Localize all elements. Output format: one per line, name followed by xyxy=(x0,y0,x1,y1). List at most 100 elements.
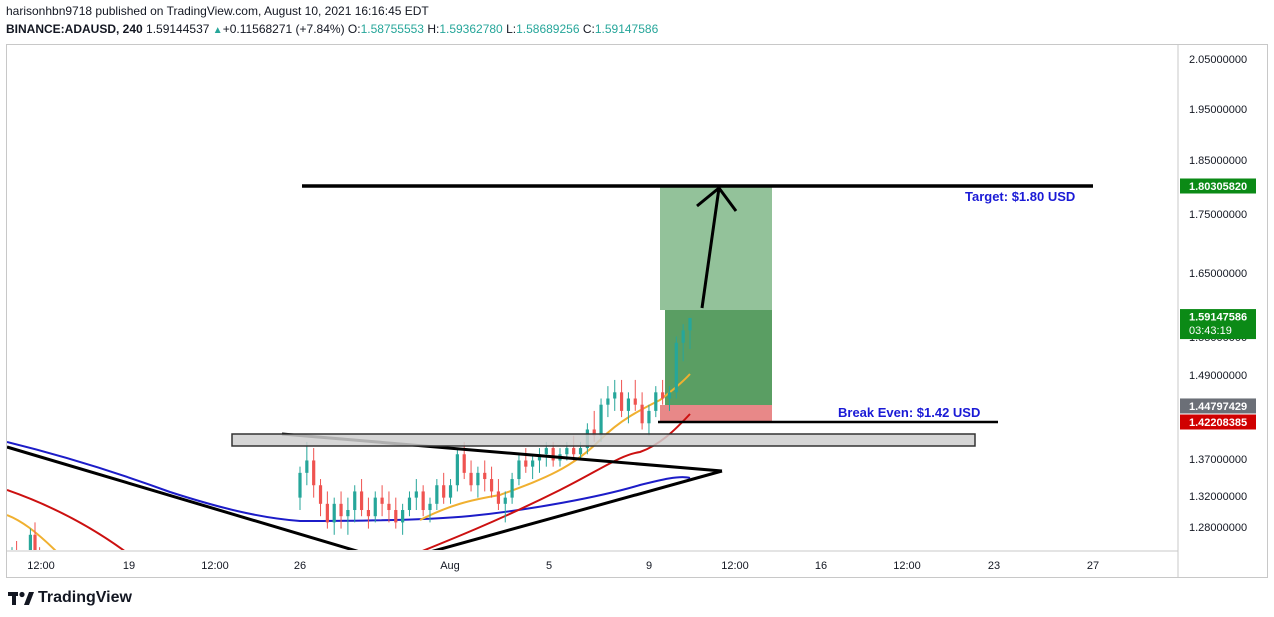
candle[interactable] xyxy=(401,503,405,535)
candle[interactable] xyxy=(339,491,343,529)
price-change: +0.11568271 (+7.84%) xyxy=(222,22,345,36)
candle-body xyxy=(599,404,603,436)
ma-short-line xyxy=(419,373,691,521)
candle[interactable] xyxy=(318,479,323,517)
candle[interactable] xyxy=(305,441,309,486)
candle[interactable] xyxy=(688,317,692,349)
candle[interactable] xyxy=(421,485,425,517)
time-axis-label: 12:00 xyxy=(27,560,55,572)
candle[interactable] xyxy=(387,491,391,523)
candle[interactable] xyxy=(448,479,453,504)
price-axis[interactable]: 2.05000000 1.95000000 1.85000000 1.75000000… xyxy=(1189,54,1247,534)
support-zone[interactable] xyxy=(231,433,976,447)
candle-body xyxy=(510,479,514,498)
candle[interactable] xyxy=(455,448,459,492)
candle[interactable] xyxy=(332,497,336,535)
candle-body xyxy=(476,472,480,486)
candle-body xyxy=(537,454,542,461)
descending-trendline[interactable] xyxy=(7,445,360,552)
candle[interactable] xyxy=(435,479,439,511)
price-tag-value: 1.44797429 xyxy=(1189,401,1247,413)
candle[interactable] xyxy=(510,472,514,504)
candle[interactable] xyxy=(524,448,528,473)
candle[interactable] xyxy=(681,324,685,362)
candle-body xyxy=(421,491,425,511)
time-axis-label: 19 xyxy=(123,560,135,572)
candle-body xyxy=(633,398,637,405)
candle[interactable] xyxy=(325,491,329,529)
candle[interactable] xyxy=(346,497,350,535)
candle-body xyxy=(414,491,418,498)
candle[interactable] xyxy=(442,472,446,504)
candle-body xyxy=(626,398,631,411)
price-axis-label: 1.49000000 xyxy=(1189,370,1247,382)
candle[interactable] xyxy=(469,460,473,492)
candle[interactable] xyxy=(359,479,364,517)
candle[interactable] xyxy=(298,466,302,511)
target-annotation: Target: $1.80 USD xyxy=(965,189,1075,204)
candle[interactable] xyxy=(15,540,18,572)
candle[interactable] xyxy=(380,485,384,517)
projection-arrow-shaft[interactable] xyxy=(700,187,721,309)
price-tag-bg xyxy=(1180,309,1256,340)
candle[interactable] xyxy=(537,448,542,473)
candlestick-series[interactable] xyxy=(10,317,692,591)
candle[interactable] xyxy=(428,497,432,523)
candle[interactable] xyxy=(619,379,624,418)
candle[interactable] xyxy=(647,404,651,436)
candle[interactable] xyxy=(503,491,507,523)
ma-short-line-left xyxy=(7,514,57,550)
candle-body xyxy=(496,491,501,504)
candle[interactable] xyxy=(633,379,637,411)
candle[interactable] xyxy=(667,386,672,411)
candle[interactable] xyxy=(606,386,610,418)
candle[interactable] xyxy=(496,479,501,511)
candle-body xyxy=(681,330,685,343)
candle[interactable] xyxy=(476,466,480,498)
candle[interactable] xyxy=(407,491,412,517)
candle-body xyxy=(387,503,391,511)
time-axis-label: 9 xyxy=(646,560,652,572)
candle[interactable] xyxy=(654,386,658,418)
candle[interactable] xyxy=(462,441,466,480)
candle[interactable] xyxy=(517,454,521,486)
tradingview-brand[interactable]: TradingView xyxy=(8,589,132,607)
candle[interactable] xyxy=(28,528,32,579)
candle[interactable] xyxy=(353,485,357,523)
candle-body xyxy=(647,410,651,424)
candle[interactable] xyxy=(674,336,678,399)
triangle-lower-line[interactable] xyxy=(430,469,723,552)
chart-frame[interactable] xyxy=(6,44,1268,578)
candle[interactable] xyxy=(640,392,644,430)
time-axis-label: 5 xyxy=(546,560,552,572)
candle[interactable] xyxy=(489,466,494,498)
candle[interactable] xyxy=(10,547,13,578)
up-arrow-icon: ▲ xyxy=(212,25,223,36)
candle[interactable] xyxy=(661,379,665,405)
candle-body xyxy=(325,503,329,523)
candle-body xyxy=(28,534,32,550)
candle[interactable] xyxy=(414,479,418,511)
open-label: O: xyxy=(347,22,361,36)
candle[interactable] xyxy=(626,392,631,424)
price-tag-value: 1.42208385 xyxy=(1189,417,1247,429)
open-value: 1.58755553 xyxy=(360,22,424,36)
candle[interactable] xyxy=(373,491,377,523)
candle[interactable] xyxy=(483,460,487,492)
price-tag-bg xyxy=(1180,178,1256,194)
price-tag-countdown: 03:43:19 xyxy=(1189,325,1232,337)
candle[interactable] xyxy=(394,497,398,529)
candle[interactable] xyxy=(531,454,535,480)
time-axis[interactable]: 12:00 19 12:00 26 Aug 5 9 12:00 16 12:00 23 27 xyxy=(27,560,1099,572)
candle[interactable] xyxy=(20,560,23,585)
stop-zone[interactable] xyxy=(660,405,772,422)
candle[interactable] xyxy=(312,448,316,498)
candle-body xyxy=(469,472,473,486)
time-axis-label: 12:00 xyxy=(721,560,749,572)
profit-zone[interactable] xyxy=(665,310,772,405)
candle[interactable] xyxy=(33,522,37,559)
candle[interactable] xyxy=(613,379,617,411)
price-axis-label: 1.28000000 xyxy=(1189,522,1247,534)
candle[interactable] xyxy=(366,497,371,529)
